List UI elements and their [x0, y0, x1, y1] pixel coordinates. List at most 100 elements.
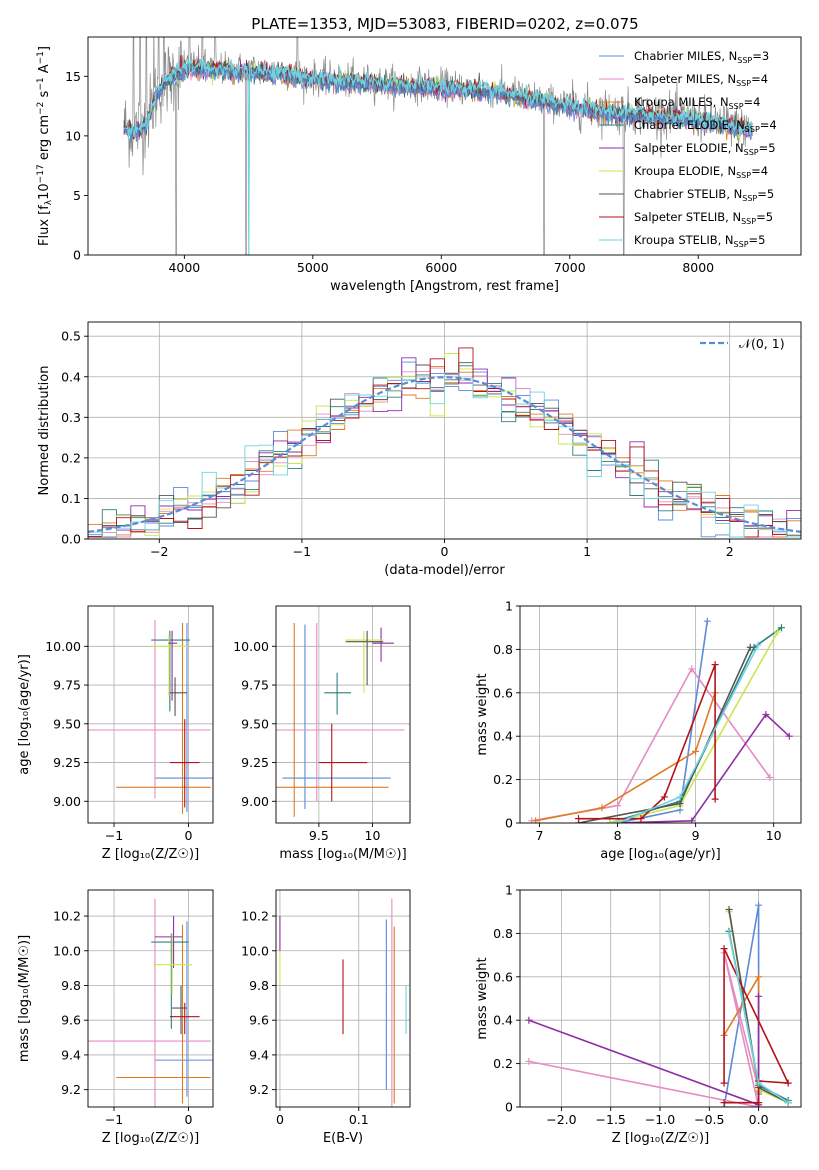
plus-marker	[755, 992, 763, 1000]
x-tick-label: 0	[441, 544, 449, 559]
residuals-panel: −2 −1 0 1 2 0.0 0.1 0.2 0.3 0.4 0.5 (data-model)/er…	[37, 321, 802, 578]
y-tick-label: 0.4	[493, 729, 513, 744]
y-tick-label: 0.1	[61, 491, 81, 506]
plus-marker	[525, 1016, 533, 1024]
errorbar-point	[169, 719, 200, 808]
mass-weight-line-3	[535, 692, 716, 822]
y-tick-label: 9.2	[249, 1082, 269, 1097]
plus-marker	[784, 1099, 792, 1107]
plus-marker	[755, 1099, 763, 1107]
y-tick-label: 5	[73, 188, 81, 203]
plus-marker	[785, 732, 793, 740]
plus-marker	[720, 945, 728, 953]
mass-vs-ebv-panel: 0 0.1 9.2 9.4 9.6 9.8 10.0 10.2 E(B-V)	[241, 889, 411, 1146]
plot-area	[528, 617, 793, 823]
x-axis-label: Z [log₁₀(Z/Z☉)]	[102, 1131, 199, 1146]
plus-marker	[725, 906, 733, 914]
plus-marker	[774, 628, 782, 636]
y-tick-label: 0.6	[493, 685, 513, 700]
mass-weight-vs-age-panel: 7 8 9 10 0 0.2 0.4 0.6 0.8 1 age [log₁₀(age/yr)] ma…	[475, 599, 802, 862]
y-tick-label: 9.8	[61, 978, 81, 993]
x-tick-label: −2.0	[546, 1112, 576, 1127]
legend-entry: Kroupa STELIB, NSSP=5	[634, 233, 765, 249]
mass-weight-line-2	[528, 952, 760, 1107]
x-tick-label: 0	[184, 828, 192, 843]
errorbar-point	[282, 624, 391, 810]
axes-frame	[519, 889, 802, 1108]
plus-marker	[676, 799, 684, 807]
model-spectrum-line-9	[123, 58, 753, 255]
legend-entry: Kroupa ELODIE, NSSP=4	[634, 164, 768, 180]
y-tick-label: 1	[505, 599, 513, 614]
x-tick-label: 7000	[554, 260, 586, 275]
plus-marker	[711, 661, 719, 669]
axes-frame	[87, 36, 802, 256]
y-tick-label: 9.25	[241, 755, 269, 770]
x-axis-label: age [log₁₀(age/yr)]	[600, 847, 721, 862]
plot-area	[88, 347, 801, 539]
plus-marker	[614, 802, 622, 810]
axes-frame	[519, 605, 802, 824]
plot-area	[276, 623, 405, 817]
plus-marker	[703, 617, 711, 625]
y-tick-label: 10.00	[45, 639, 81, 654]
mass-weight-line-5	[617, 713, 790, 823]
age-vs-mass-panel: 9.5 10 9.00 9.25 9.50 9.75 10.00 mass [log₁₀(M/…	[233, 605, 411, 862]
legend-entry: 𝒩(0, 1)	[739, 336, 785, 351]
x-tick-label: −0.5	[694, 1112, 724, 1127]
errorbar-point	[88, 898, 211, 1107]
plus-marker	[725, 929, 733, 937]
plus-marker	[525, 1057, 533, 1065]
grid-lines	[520, 605, 801, 824]
plus-marker	[720, 1099, 728, 1107]
x-tick-label: −1	[293, 544, 311, 559]
errorbar-point	[372, 627, 394, 662]
y-tick-label: 10.2	[241, 909, 269, 924]
x-tick-label: 0.1	[349, 1112, 369, 1127]
plus-marker	[598, 804, 606, 812]
x-axis-label: E(B-V)	[323, 1131, 363, 1146]
x-axis-label: (data-model)/error	[384, 563, 505, 578]
axes-frame	[87, 889, 214, 1108]
plot-area	[88, 619, 213, 814]
y-tick-label: 9.50	[241, 716, 269, 731]
plus-marker	[637, 815, 645, 823]
x-axis-label: Z [log₁₀(Z/Z☉)]	[102, 847, 199, 862]
x-tick-label: 10	[365, 828, 381, 843]
y-tick-label: 10	[65, 128, 81, 143]
y-tick-label: 10.0	[241, 943, 269, 958]
x-tick-label: 2	[726, 544, 734, 559]
axes-frame	[275, 889, 411, 1108]
errorbar-point	[116, 924, 211, 1104]
y-tick-label: 9.75	[53, 678, 81, 693]
axes-frame	[275, 605, 411, 824]
y-tick-label: 9.6	[61, 1013, 81, 1028]
x-tick-label: 8000	[682, 260, 714, 275]
model-spectrum-line-1	[123, 63, 753, 143]
plot-area	[525, 901, 792, 1107]
axes-frame	[87, 605, 214, 824]
errorbar-point	[154, 921, 213, 1097]
mass-weight-line-6	[609, 631, 779, 823]
errorbar-point	[318, 723, 368, 802]
x-tick-label: 0	[276, 1112, 284, 1127]
y-tick-label: 0.0	[61, 532, 81, 547]
x-tick-label: 8	[614, 828, 622, 843]
x-tick-label: 0	[184, 1112, 192, 1127]
y-axis-label: Flux [fλ10−17 erg cm−2 s−1 A−1]	[36, 46, 54, 246]
errorbar-point	[168, 677, 187, 717]
x-tick-label: 4000	[168, 260, 200, 275]
errorbar-point	[151, 630, 190, 712]
x-axis-label: wavelength [Angstrom, rest frame]	[330, 279, 559, 294]
mass-vs-metallicity-panel: −1 0 9.2 9.4 9.6 9.8 10.0 10.2 Z [log₁₀(Z/Z☉)] ma…	[17, 889, 214, 1146]
y-tick-label: 0.8	[493, 642, 513, 657]
plus-marker	[532, 817, 540, 823]
plus-marker	[754, 641, 762, 649]
plus-marker	[746, 643, 754, 651]
y-tick-label: 9.25	[53, 755, 81, 770]
x-tick-label: 10	[766, 828, 782, 843]
plus-marker	[762, 711, 770, 718]
plus-marker	[575, 815, 583, 823]
x-tick-label: 9.5	[309, 828, 329, 843]
plot-area	[123, 37, 753, 255]
